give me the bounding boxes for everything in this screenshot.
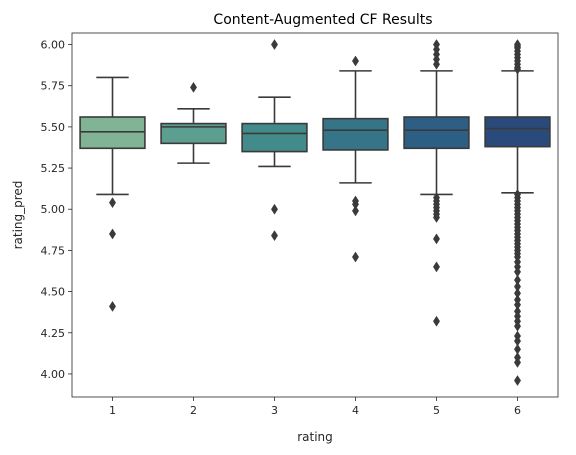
outlier-point bbox=[109, 300, 116, 312]
box-iqr bbox=[484, 116, 551, 148]
outlier-point bbox=[271, 203, 278, 215]
outlier-point bbox=[433, 315, 440, 327]
outlier-point bbox=[271, 39, 278, 50]
outlier-point bbox=[433, 212, 440, 223]
y-tick-label: 4.25 bbox=[41, 327, 66, 340]
box-group-6 bbox=[484, 39, 551, 386]
outlier-point bbox=[433, 261, 440, 273]
outlier-point bbox=[352, 251, 359, 263]
outlier-point bbox=[352, 55, 359, 67]
y-axis: 4.00 4.25 4.50 4.75 5.00 5.25 5.50 5.75 6.00 bbox=[41, 39, 72, 381]
chart-title: Content-Augmented CF Results bbox=[213, 12, 432, 28]
outlier-point bbox=[271, 230, 278, 242]
plot-area bbox=[79, 39, 551, 386]
box-group-5 bbox=[403, 39, 470, 327]
x-tick-label: 4 bbox=[352, 404, 359, 417]
outlier-point bbox=[109, 228, 116, 240]
x-axis-label: rating bbox=[297, 430, 333, 444]
box-iqr bbox=[241, 122, 308, 153]
x-tick-label: 5 bbox=[433, 404, 440, 417]
x-tick-label: 6 bbox=[514, 404, 521, 417]
box-iqr bbox=[160, 122, 227, 145]
plot-frame bbox=[71, 32, 559, 398]
outlier-point bbox=[433, 233, 440, 245]
box-iqr bbox=[403, 116, 470, 150]
x-axis: 1 2 3 4 5 6 bbox=[109, 397, 521, 417]
outlier-point bbox=[352, 205, 359, 217]
y-tick-label: 4.50 bbox=[41, 286, 66, 299]
y-tick-label: 5.00 bbox=[41, 203, 66, 216]
box-group-1 bbox=[79, 76, 146, 312]
box-iqr bbox=[322, 117, 389, 151]
x-tick-label: 3 bbox=[271, 404, 278, 417]
outlier-point bbox=[514, 356, 521, 368]
x-tick-label: 1 bbox=[109, 404, 116, 417]
box-group-2 bbox=[160, 81, 227, 164]
y-tick-label: 6.00 bbox=[41, 39, 66, 52]
box-iqr bbox=[79, 116, 146, 150]
box-group-4 bbox=[322, 55, 389, 263]
outlier-point bbox=[190, 81, 197, 93]
x-tick-label: 2 bbox=[190, 404, 197, 417]
y-tick-label: 5.50 bbox=[41, 121, 66, 134]
outlier-point bbox=[514, 63, 521, 75]
y-tick-label: 4.00 bbox=[41, 368, 66, 381]
y-tick-label: 5.75 bbox=[41, 80, 66, 93]
y-axis-label: rating_pred bbox=[11, 181, 25, 250]
box-group-3 bbox=[241, 39, 308, 242]
y-tick-label: 5.25 bbox=[41, 162, 66, 175]
outlier-point bbox=[514, 375, 521, 386]
outlier-point bbox=[109, 197, 116, 209]
outlier-point bbox=[433, 58, 440, 70]
y-tick-label: 4.75 bbox=[41, 244, 66, 257]
